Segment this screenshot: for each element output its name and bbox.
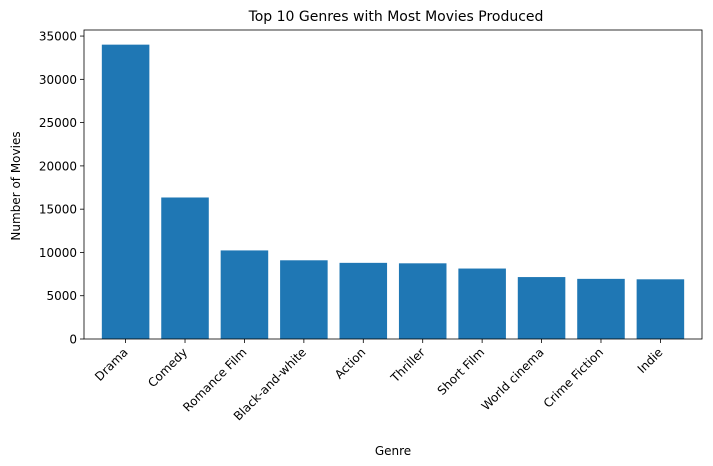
bar-action — [339, 262, 388, 339]
x-tick-label: Action — [332, 345, 368, 381]
y-tick-label: 10000 — [39, 246, 77, 260]
y-tick-label: 25000 — [39, 116, 77, 130]
bar-crime-fiction — [577, 278, 625, 339]
x-tick-label: World cinema — [479, 345, 547, 413]
y-tick-label: 0 — [69, 333, 77, 347]
y-axis: 0 5000 10000 15000 20000 25000 30000 35000 — [39, 30, 84, 347]
x-tick-label: Drama — [92, 345, 131, 384]
x-axis-label: Genre — [375, 444, 411, 458]
bar-black-and-white — [280, 260, 328, 339]
bar-drama — [101, 44, 150, 340]
x-tick-label: Thriller — [387, 345, 427, 385]
bar-romance-film — [220, 250, 269, 339]
bar-thriller — [398, 263, 447, 339]
y-tick-label: 20000 — [39, 159, 77, 173]
y-tick-label: 35000 — [39, 30, 77, 44]
plot-frame — [83, 29, 703, 340]
x-tick-label: Comedy — [145, 345, 190, 390]
y-tick-label: 15000 — [39, 203, 77, 217]
bar-indie — [636, 279, 685, 339]
bar-short-film — [458, 268, 506, 339]
chart-title: Top 10 Genres with Most Movies Produced — [248, 9, 544, 25]
plot-area — [83, 29, 703, 340]
x-tick-label: Indie — [635, 345, 666, 376]
y-axis-label: Number of Movies — [9, 131, 23, 240]
y-tick-label: 5000 — [46, 289, 77, 303]
y-tick-label: 30000 — [39, 73, 77, 87]
x-tick-label: Crime Fiction — [541, 345, 606, 410]
bar-world-cinema — [517, 277, 566, 339]
bar-comedy — [161, 197, 209, 339]
x-tick-label: Short Film — [435, 345, 488, 398]
